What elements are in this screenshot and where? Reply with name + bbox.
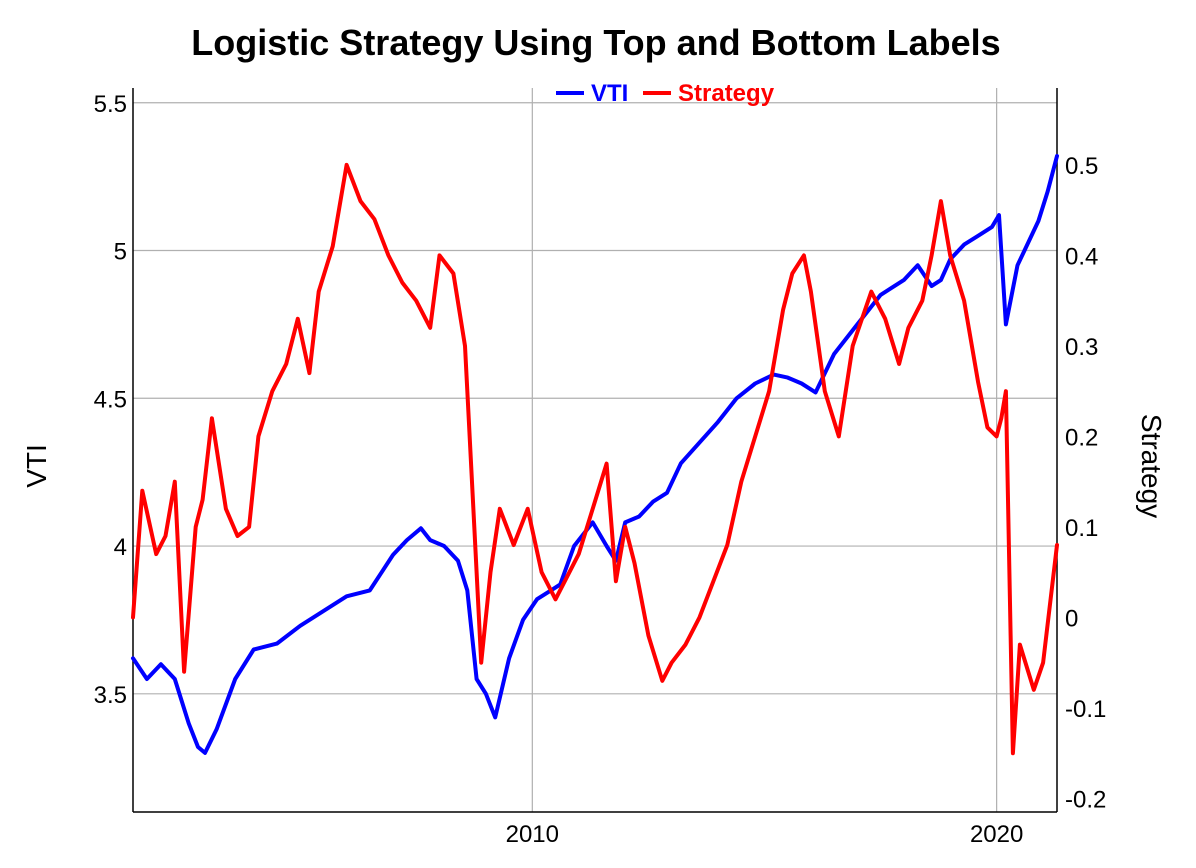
x-tick-label: 2020 <box>970 821 1023 848</box>
left-tick-label: 3.5 <box>94 682 127 709</box>
series-group <box>131 154 1059 756</box>
right-axis-label: Strategy <box>1136 414 1167 518</box>
right-tick-label: -0.1 <box>1065 696 1106 723</box>
left-tick-label: 5 <box>114 239 127 266</box>
tick-labels: 3.5 4 4.5 5 5.5 2010 2020 -0.2 -0.1 0 0.1 0.2 0.3 0.4… <box>94 91 1107 848</box>
series-line-vti <box>131 154 1059 755</box>
right-tick-label: 0.4 <box>1065 243 1098 270</box>
x-tick-label: 2010 <box>506 821 559 848</box>
left-tick-label: 5.5 <box>94 91 127 118</box>
right-tick-label: -0.2 <box>1065 786 1106 813</box>
right-tick-label: 0.1 <box>1065 515 1098 542</box>
series-line-strategy <box>131 162 1059 756</box>
left-tick-label: 4 <box>114 534 127 561</box>
right-tick-label: 0.5 <box>1065 153 1098 180</box>
right-tick-label: 0 <box>1065 605 1078 632</box>
legend-vti-label: VTI <box>591 80 628 107</box>
grid-lines <box>133 88 1057 812</box>
left-tick-label: 4.5 <box>94 386 127 413</box>
right-tick-label: 0.2 <box>1065 424 1098 451</box>
chart-title: Logistic Strategy Using Top and Bottom L… <box>191 22 1000 63</box>
legend: VTI Strategy <box>556 80 775 107</box>
right-tick-label: 0.3 <box>1065 334 1098 361</box>
left-axis-label: VTI <box>21 444 52 488</box>
legend-strategy-label: Strategy <box>678 80 775 107</box>
